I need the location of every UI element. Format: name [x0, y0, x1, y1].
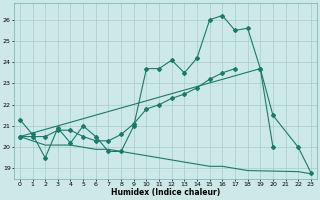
- X-axis label: Humidex (Indice chaleur): Humidex (Indice chaleur): [111, 188, 220, 197]
